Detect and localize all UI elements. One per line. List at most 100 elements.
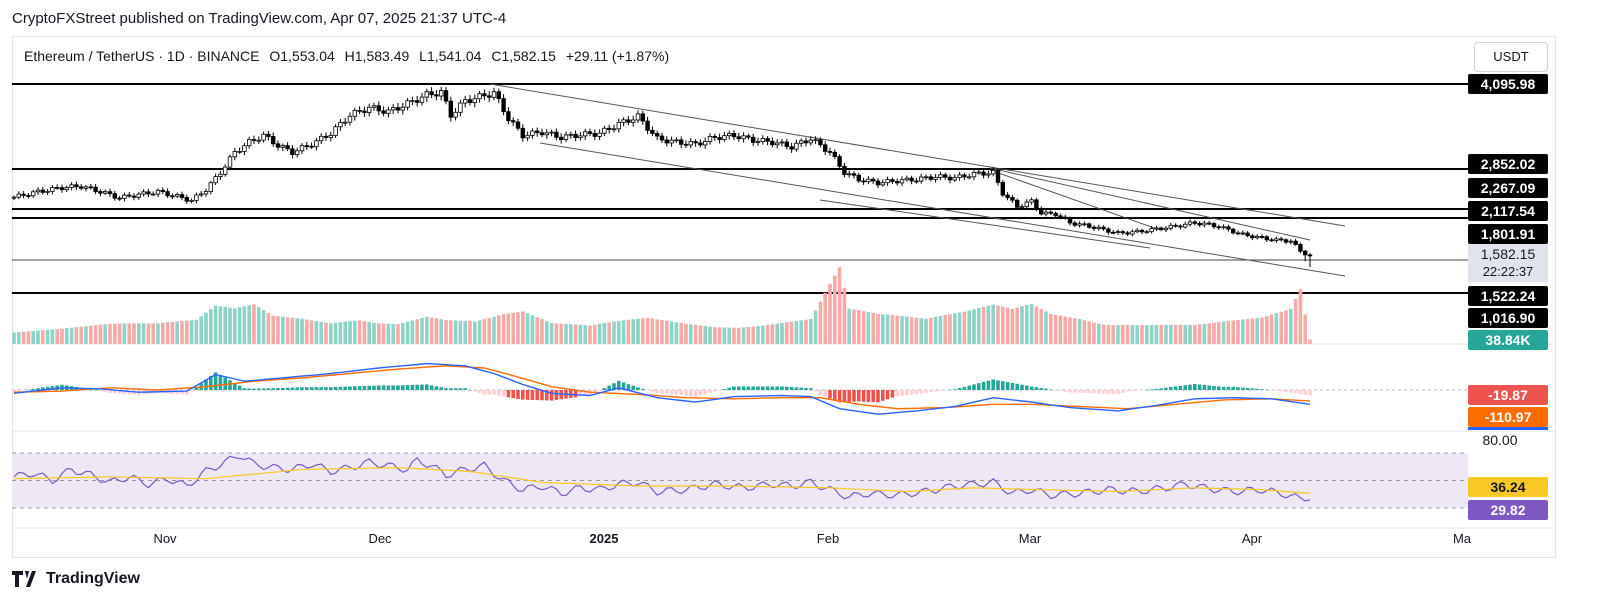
macd-histogram-bar (722, 389, 727, 390)
x-tick-label: Feb (817, 531, 839, 546)
macd-histogram-bar (1034, 387, 1039, 390)
candle-down (1264, 236, 1269, 241)
volume-bar (458, 320, 463, 344)
candle-up (218, 173, 223, 177)
macd-histogram-bar (405, 385, 410, 390)
volume-bar (967, 310, 971, 344)
macd-histogram-bar (698, 390, 703, 396)
volume-bar (122, 323, 127, 344)
macd-histogram-bar (583, 390, 587, 396)
current-price-label: 1,582.15 (1481, 246, 1536, 262)
macd-histogram-bar (972, 384, 976, 390)
macd-histogram-bar (559, 390, 563, 400)
candle-up (458, 102, 463, 113)
symbol-label[interactable]: Ethereum / TetherUS · 1D · BINANCE (24, 48, 260, 64)
volume-bar (1298, 289, 1303, 344)
candle-down (995, 169, 1001, 183)
macd-histogram-bar (741, 386, 746, 390)
volume-bar (1116, 325, 1120, 344)
volume-bar (516, 312, 520, 344)
trend-line (989, 167, 1311, 241)
candle-up (880, 182, 885, 186)
volume-bar (261, 310, 266, 344)
macd-histogram-bar (1149, 389, 1154, 390)
volume-bar (665, 320, 669, 344)
volume-bar (593, 324, 597, 344)
volume-bar (487, 317, 491, 344)
candle-down (679, 139, 684, 145)
volume-bar (881, 314, 885, 344)
volume-bar (405, 321, 410, 344)
candle-up (328, 135, 333, 138)
volume-bar (233, 308, 237, 344)
volume-bar (991, 304, 995, 344)
candle-up (1168, 224, 1173, 229)
volume-bar (237, 307, 242, 344)
macd-histogram-bar (1077, 390, 1082, 393)
candle-down (1226, 226, 1231, 230)
candle-down (856, 174, 861, 182)
macd-histogram-bar (343, 386, 347, 390)
volume-bar (1169, 324, 1173, 344)
volume-bar (65, 328, 69, 344)
volume-bar (449, 320, 453, 344)
candle-up (299, 145, 305, 152)
volume-bar (453, 320, 458, 344)
candle-down (1087, 223, 1092, 228)
currency-button[interactable]: USDT (1474, 42, 1548, 72)
volume-bar (55, 329, 59, 344)
macd-histogram-bar (1106, 390, 1111, 394)
volume-bar (540, 319, 544, 344)
candle-down (59, 187, 65, 191)
ohlc-header: Ethereum / TetherUS · 1D · BINANCE O1,55… (24, 48, 675, 64)
macd-histogram-bar (1173, 386, 1178, 390)
candle-down (323, 135, 329, 138)
candle-down (496, 91, 501, 100)
macd-histogram-bar (487, 390, 491, 395)
volume-bar (1106, 325, 1111, 344)
macd-histogram-bar (194, 387, 199, 390)
volume-bar (602, 323, 607, 344)
macd-histogram-bar (837, 390, 842, 403)
macd-value-label: -110.97 (1485, 409, 1532, 425)
volume-bar (775, 323, 779, 344)
macd-histogram-bar (1274, 390, 1279, 391)
volume-bar (367, 322, 371, 344)
candle-up (136, 193, 141, 198)
macd-histogram-label: -19.87 (1488, 387, 1528, 403)
candle-down (1250, 235, 1255, 239)
volume-bar (69, 327, 74, 344)
volume-bar (823, 292, 827, 344)
tradingview-logo[interactable]: TradingView (12, 570, 140, 588)
macd-histogram-bar (708, 390, 712, 393)
macd-histogram-bar (353, 386, 357, 390)
candle-down (1053, 212, 1058, 217)
macd-histogram-bar (809, 388, 813, 390)
candle-up (83, 186, 89, 189)
candle-up (549, 131, 554, 134)
candle-up (314, 140, 319, 148)
macd-histogram-bar (737, 386, 741, 390)
candle-up (923, 176, 929, 179)
volume-bar (329, 323, 333, 344)
macd-histogram-bar (189, 390, 194, 392)
macd-histogram-bar (257, 388, 261, 390)
candle-down (789, 146, 794, 150)
candle-down (1034, 199, 1039, 210)
candle-down (1303, 250, 1308, 256)
macd-histogram-bar (31, 388, 35, 390)
candle-up (578, 135, 583, 139)
volume-bar (1231, 320, 1235, 344)
candle-down (875, 180, 881, 186)
volume-bar (60, 328, 64, 344)
volume-bar (549, 323, 554, 344)
volume-bar (957, 312, 962, 344)
macd-histogram-bar (866, 390, 871, 402)
candle-up (386, 109, 391, 114)
candle-up (64, 187, 69, 191)
macd-histogram-bar (1217, 386, 1221, 390)
macd-histogram-bar (319, 387, 323, 390)
candle-down (693, 141, 698, 144)
candle-down (362, 110, 367, 113)
